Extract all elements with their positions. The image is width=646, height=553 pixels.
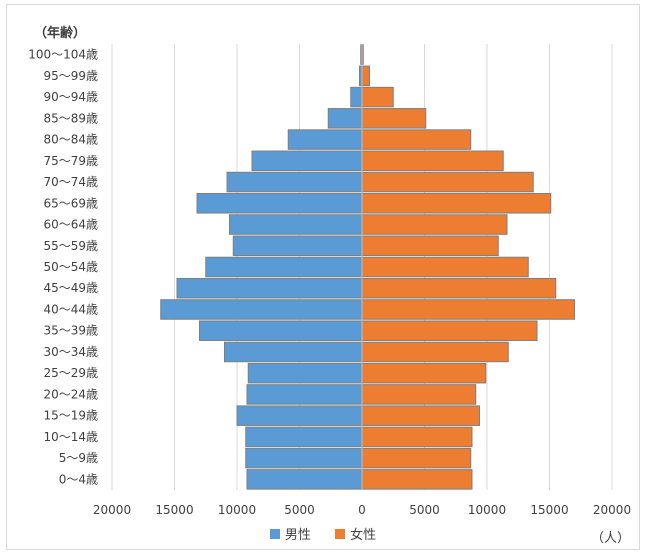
bar-male bbox=[199, 320, 363, 341]
y-tick-label: 55〜59歳 bbox=[43, 239, 98, 253]
bar-female bbox=[361, 405, 480, 426]
y-tick-label: 85〜89歳 bbox=[43, 111, 98, 125]
bar-male bbox=[247, 362, 363, 384]
bar-male bbox=[226, 171, 363, 193]
bar-female bbox=[361, 362, 487, 384]
y-tick-label: 25〜29歳 bbox=[43, 366, 98, 380]
bar-male bbox=[160, 299, 363, 320]
bar-female bbox=[361, 299, 575, 320]
bar-male bbox=[232, 235, 363, 257]
bar-male bbox=[245, 426, 363, 448]
bar-female bbox=[361, 277, 557, 299]
bar-female bbox=[361, 469, 473, 490]
y-tick-label: 40〜44歳 bbox=[43, 302, 98, 316]
chart-area-border bbox=[6, 4, 640, 550]
bar-male bbox=[205, 256, 363, 278]
legend-swatch-female bbox=[335, 528, 346, 539]
y-tick-label: 70〜74歳 bbox=[43, 175, 98, 189]
legend-item-male: 男性 bbox=[269, 524, 311, 543]
bar-female bbox=[361, 256, 529, 278]
bar-female bbox=[361, 193, 552, 214]
y-tick-label: 20〜24歳 bbox=[43, 387, 98, 401]
x-tick-label: 20000 bbox=[93, 503, 131, 517]
y-tick-label: 10〜14歳 bbox=[43, 430, 98, 444]
x-axis-unit-label: （人） bbox=[590, 531, 630, 546]
bar-male bbox=[236, 405, 363, 426]
bar-female bbox=[361, 447, 472, 469]
bar-female bbox=[361, 108, 427, 129]
y-tick-label: 60〜64歳 bbox=[43, 218, 98, 232]
legend-item-female: 女性 bbox=[335, 524, 376, 543]
y-tick-label: 15〜19歳 bbox=[43, 409, 98, 423]
y-axis-title: （年齢） bbox=[34, 26, 87, 41]
y-tick-label: 45〜49歳 bbox=[43, 281, 98, 295]
bar-male bbox=[196, 193, 363, 214]
y-tick-label: 35〜39歳 bbox=[43, 324, 98, 338]
y-tick-label: 0〜4歳 bbox=[59, 472, 98, 486]
x-tick-label: 10000 bbox=[468, 503, 506, 517]
bar-female bbox=[361, 235, 499, 257]
x-tick-label: 10000 bbox=[218, 503, 256, 517]
legend: 男性 女性 bbox=[0, 524, 646, 543]
y-tick-label: 30〜34歳 bbox=[43, 345, 98, 359]
bar-female bbox=[361, 214, 508, 235]
y-tick-label: 50〜54歳 bbox=[43, 260, 98, 274]
x-tick-label: 15000 bbox=[530, 503, 568, 517]
bar-female bbox=[361, 150, 504, 172]
bar-female bbox=[361, 384, 477, 405]
bar-male bbox=[350, 86, 363, 108]
y-tick-label: 100〜104歳 bbox=[28, 48, 98, 62]
legend-swatch-male bbox=[269, 528, 280, 539]
bar-female bbox=[361, 129, 472, 150]
bar-female bbox=[361, 65, 370, 87]
bar-male bbox=[224, 341, 363, 363]
bar-male bbox=[327, 108, 363, 129]
bar-male bbox=[246, 384, 363, 405]
bar-male bbox=[246, 469, 363, 490]
x-tick-label: 15000 bbox=[155, 503, 193, 517]
bar-female bbox=[361, 320, 538, 341]
y-tick-label: 65〜69歳 bbox=[43, 196, 98, 210]
bar-female bbox=[361, 86, 394, 108]
y-tick-label: 80〜84歳 bbox=[43, 133, 98, 147]
bar-female bbox=[361, 426, 473, 448]
bar-male bbox=[176, 277, 363, 299]
y-tick-label: 95〜99歳 bbox=[43, 69, 98, 83]
x-tick-label: 20000 bbox=[593, 503, 631, 517]
legend-label-female: 女性 bbox=[350, 528, 377, 543]
x-tick-label: 5000 bbox=[409, 503, 440, 517]
bar-male bbox=[245, 447, 363, 469]
bar-female bbox=[361, 171, 534, 193]
legend-label-male: 男性 bbox=[284, 528, 311, 543]
bar-male bbox=[229, 214, 363, 235]
bar-male bbox=[287, 129, 363, 150]
x-tick-label: 0 bbox=[358, 503, 366, 517]
y-tick-label: 5〜9歳 bbox=[59, 451, 98, 465]
bar-male bbox=[251, 150, 363, 172]
x-tick-label: 5000 bbox=[284, 503, 315, 517]
y-tick-label: 75〜79歳 bbox=[43, 154, 98, 168]
y-tick-label: 90〜94歳 bbox=[43, 90, 98, 104]
bar-female bbox=[361, 341, 509, 363]
